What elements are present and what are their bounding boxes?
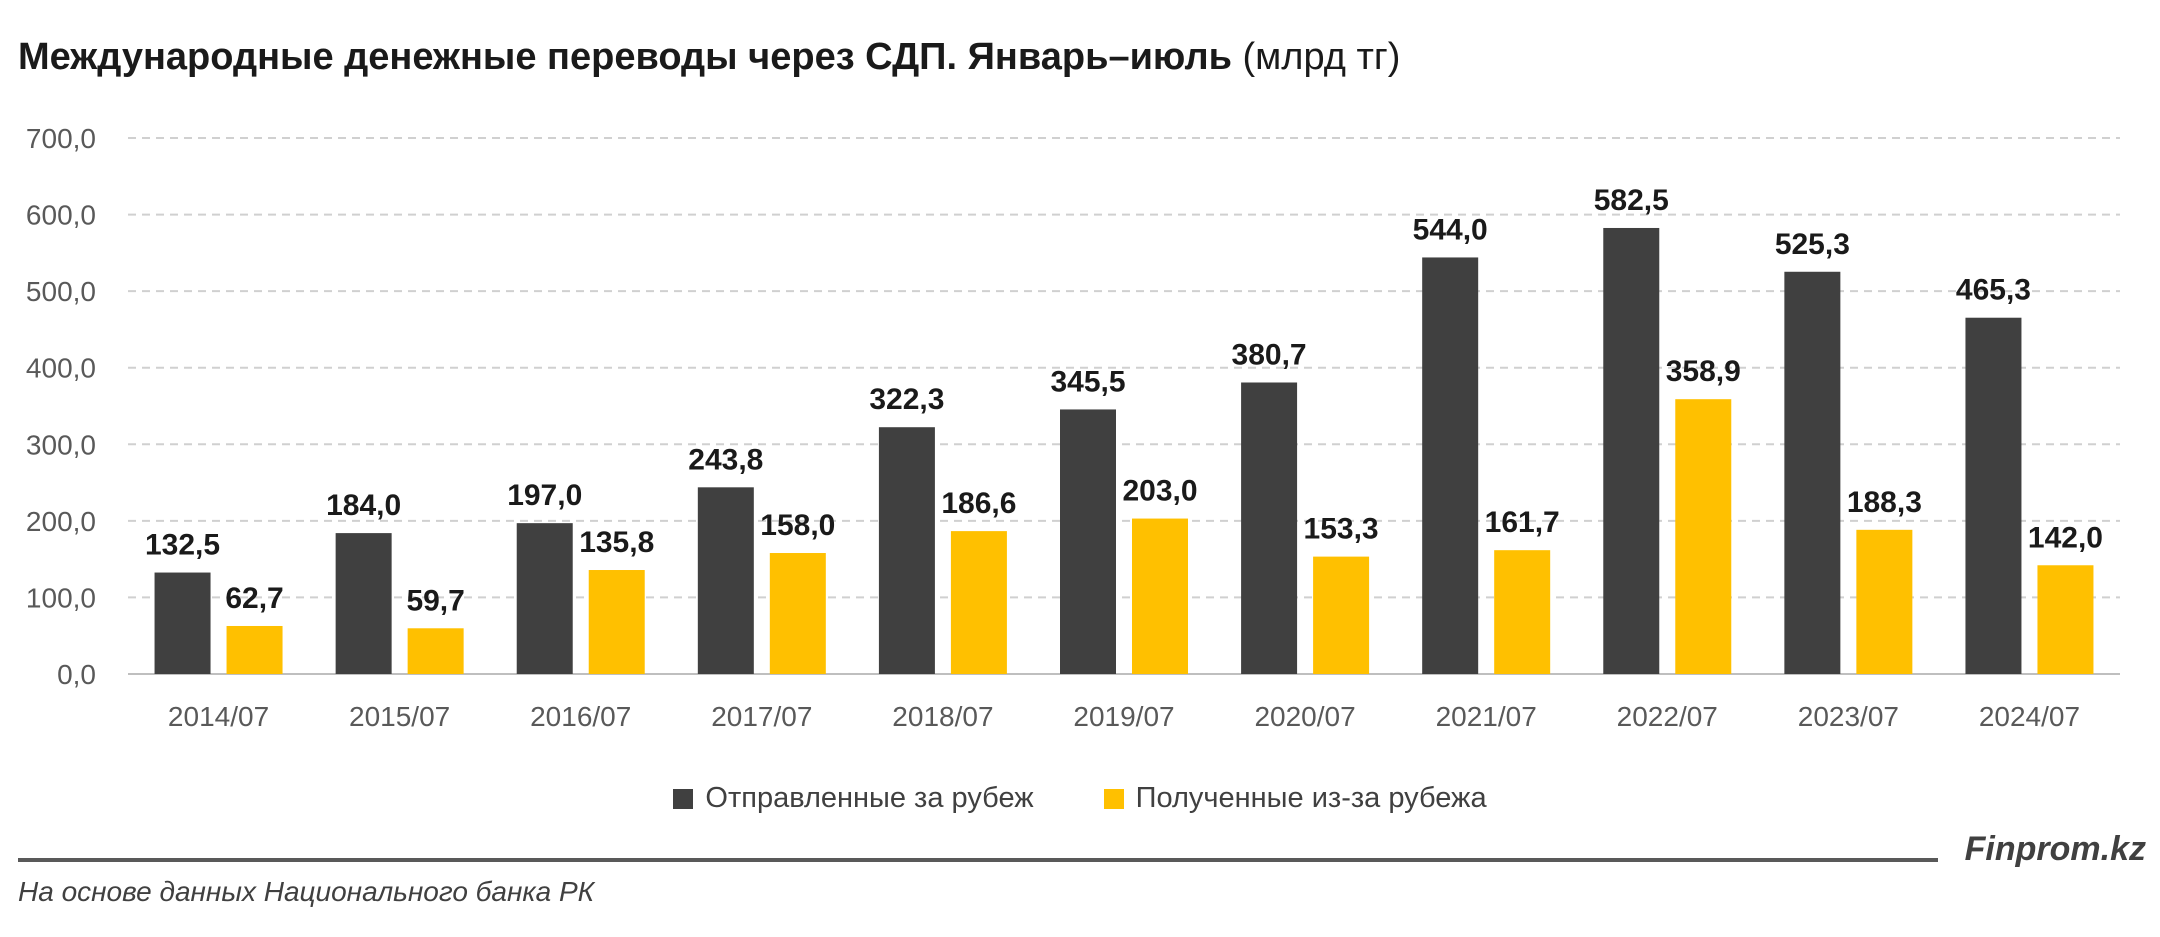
- data-label: 203,0: [1122, 475, 1197, 508]
- x-tick-label: 2019/07: [1073, 701, 1174, 732]
- data-label: 158,0: [760, 509, 835, 542]
- y-tick-label: 300,0: [26, 429, 96, 460]
- bar-received: [950, 531, 1007, 674]
- x-tick-label: 2020/07: [1254, 701, 1355, 732]
- data-label: 582,5: [1594, 184, 1669, 217]
- y-tick-label: 500,0: [26, 276, 96, 307]
- data-label: 186,6: [941, 487, 1016, 520]
- data-label: 132,5: [145, 529, 220, 562]
- bar-received: [1494, 550, 1551, 674]
- footer-divider: [18, 858, 1938, 862]
- data-label: 135,8: [579, 526, 654, 559]
- source-note: На основе данных Национального банка РК: [18, 876, 595, 907]
- bar-sent: [1784, 271, 1841, 674]
- legend-swatch-received: [1103, 788, 1124, 809]
- bar-received: [1132, 518, 1188, 674]
- bar-sent: [1603, 227, 1660, 674]
- data-label: 358,9: [1666, 355, 1741, 388]
- y-tick-label: 0,0: [57, 659, 96, 690]
- data-label: 525,3: [1775, 228, 1850, 261]
- bar-sent: [878, 427, 935, 674]
- bar-chart: 0,0 100,0 200,0 300,0 400,0 500,0 600,0 700,0 13…: [26, 123, 2120, 732]
- bar-received: [1313, 556, 1370, 674]
- data-label: 380,7: [1232, 338, 1307, 371]
- data-label: 161,7: [1485, 506, 1560, 539]
- data-label: 544,0: [1413, 213, 1488, 246]
- brand-logo-text: Finprom.kz: [1964, 830, 2146, 868]
- y-tick-label: 700,0: [26, 123, 96, 154]
- y-tick-label: 100,0: [26, 582, 96, 613]
- legend-item-received: Полученные из-за рубежа: [1103, 782, 1487, 815]
- data-label: 59,7: [406, 584, 464, 617]
- bar-sent: [1965, 317, 2022, 674]
- x-tick-label: 2022/07: [1617, 701, 1718, 732]
- x-tick-label: 2024/07: [1979, 701, 2080, 732]
- data-label: 197,0: [507, 479, 582, 512]
- chart-title-unit: (млрд тг): [1242, 36, 1401, 78]
- x-tick-label: 2018/07: [892, 701, 993, 732]
- bar-received: [226, 625, 283, 674]
- x-tick-label: 2016/07: [530, 701, 631, 732]
- bar-received: [588, 570, 645, 674]
- data-label: 153,3: [1304, 513, 1379, 546]
- data-label: 188,3: [1847, 486, 1922, 519]
- legend-label-sent: Отправленные за рубеж: [705, 782, 1034, 814]
- data-label: 322,3: [869, 383, 944, 416]
- bar-received: [1675, 399, 1732, 674]
- data-label: 243,8: [688, 443, 763, 476]
- bar-sent: [154, 572, 211, 674]
- y-tick-label: 400,0: [26, 353, 96, 384]
- x-tick-label: 2021/07: [1436, 701, 1537, 732]
- data-label: 62,7: [225, 582, 283, 615]
- data-label: 345,5: [1050, 365, 1125, 398]
- bar-received: [769, 553, 826, 674]
- bar-sent: [1422, 257, 1479, 674]
- y-tick-label: 200,0: [26, 506, 96, 537]
- x-tick-label: 2014/07: [168, 701, 269, 732]
- bar-received: [2037, 565, 2094, 674]
- bar-sent: [335, 533, 392, 674]
- bar-sent: [1060, 409, 1116, 674]
- data-label: 142,0: [2028, 521, 2103, 554]
- bar-sent: [697, 487, 754, 674]
- bar-received: [407, 628, 464, 674]
- legend-item-sent: Отправленные за рубеж: [673, 782, 1034, 815]
- bar-received: [1856, 529, 1913, 674]
- chart-title: Международные денежные переводы через СД…: [18, 36, 1400, 79]
- legend-swatch-sent: [673, 788, 694, 809]
- y-tick-label: 600,0: [26, 200, 96, 231]
- chart-title-main: Международные денежные переводы через СД…: [18, 36, 1232, 78]
- data-label: 465,3: [1956, 274, 2031, 307]
- bar-sent: [516, 523, 573, 674]
- legend: Отправленные за рубеж Полученные из-за р…: [0, 782, 2160, 815]
- legend-label-received: Полученные из-за рубежа: [1135, 782, 1487, 814]
- data-label: 184,0: [326, 489, 401, 522]
- x-tick-label: 2017/07: [711, 701, 812, 732]
- x-tick-label: 2015/07: [349, 701, 450, 732]
- bar-sent: [1241, 382, 1298, 674]
- x-tick-label: 2023/07: [1798, 701, 1899, 732]
